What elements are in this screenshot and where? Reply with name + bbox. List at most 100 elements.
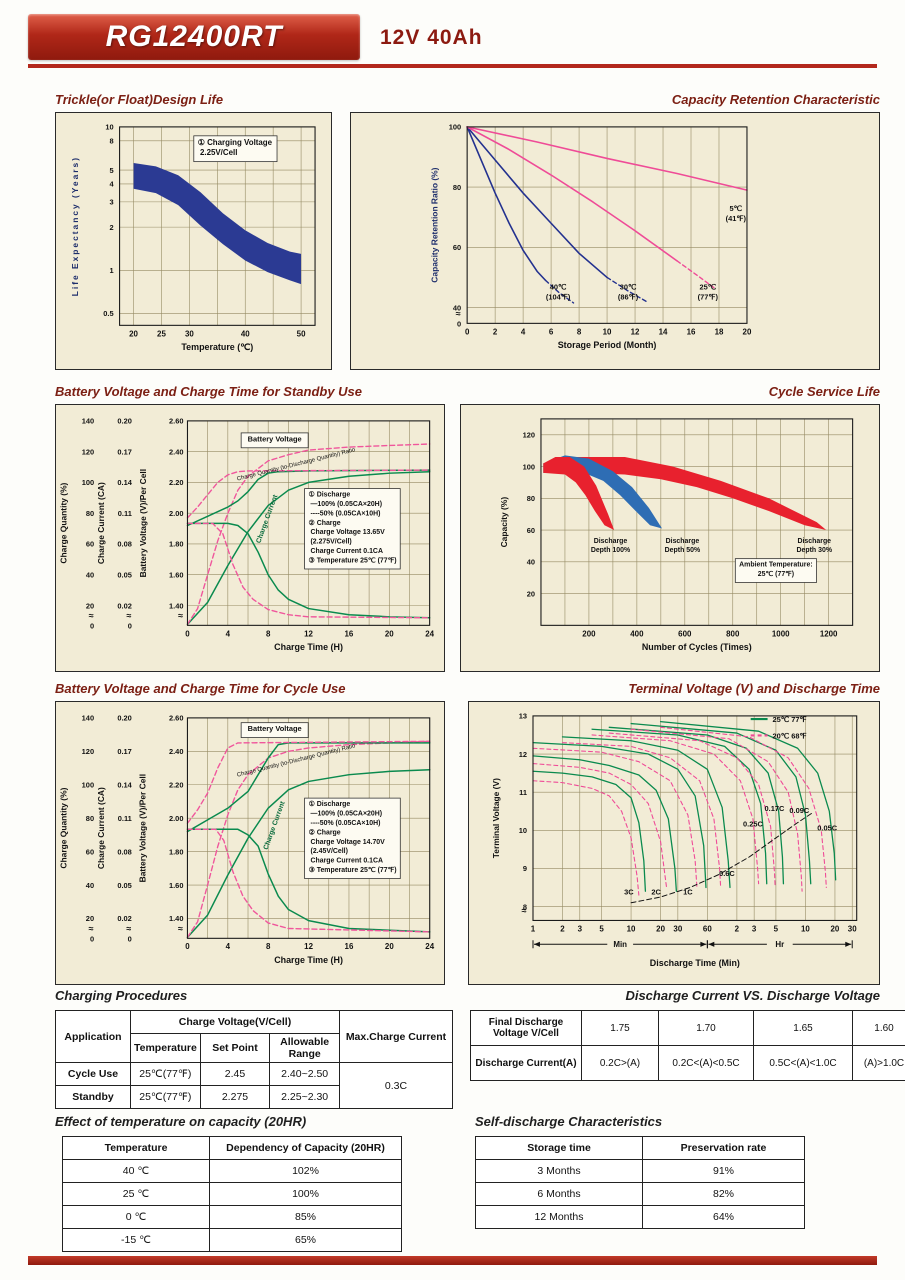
svg-text:13: 13	[519, 712, 527, 721]
svg-text:20: 20	[831, 924, 840, 933]
chart-title-capacity-retention: Capacity Retention Characteristic	[671, 92, 880, 107]
svg-text:24: 24	[425, 629, 434, 638]
svg-text:40: 40	[453, 303, 461, 312]
svg-text:25: 25	[157, 329, 166, 338]
svg-text:Min: Min	[613, 940, 627, 949]
svg-text:Charge Time (H): Charge Time (H)	[274, 642, 343, 652]
chart-title-design-life: Trickle(or Float)Design Life	[55, 92, 224, 107]
table-row: 40 ℃ 102%	[62, 1159, 402, 1183]
svg-text:25℃(77℉): 25℃ (77℉)	[698, 282, 719, 301]
svg-text:8: 8	[109, 137, 113, 146]
svg-text:80: 80	[527, 494, 535, 503]
svg-text:1.40: 1.40	[169, 914, 183, 923]
svg-text:3: 3	[578, 924, 583, 933]
svg-text:40: 40	[86, 571, 94, 580]
svg-text:100: 100	[82, 478, 94, 487]
cycle-charge-plot: 0 4 8 12 16 20 24 Charge Time (H) 2.60 2.40 2.20 2.…	[58, 714, 434, 965]
svg-text:1.60: 1.60	[169, 881, 183, 890]
svg-text:120: 120	[82, 447, 94, 456]
cell-capacity: 100%	[209, 1182, 402, 1206]
cell-temperature: 25℃(77℉)	[130, 1085, 201, 1109]
svg-text:40℃(104℉): 40℃ (104℉)	[546, 282, 571, 301]
table-row: 0 ℃ 85%	[62, 1205, 402, 1229]
svg-text:Temperature (℃): Temperature (℃)	[181, 342, 253, 352]
svg-text:0.11: 0.11	[118, 509, 132, 518]
svg-text:0: 0	[90, 934, 94, 943]
svg-text:1.80: 1.80	[169, 540, 183, 549]
svg-text:100: 100	[82, 781, 94, 790]
svg-text:40: 40	[241, 329, 250, 338]
temperature-capacity-title: Effect of temperature on capacity (20HR)	[55, 1114, 307, 1129]
svg-text:0.17: 0.17	[117, 747, 131, 756]
chart-title-terminal-voltage: Terminal Voltage (V) and Discharge Time	[628, 681, 880, 696]
self-discharge-table: Storage time Preservation rate 3 Months …	[475, 1136, 805, 1229]
svg-text:0.05: 0.05	[117, 881, 131, 890]
svg-text:12: 12	[304, 942, 313, 951]
svg-text:2.60: 2.60	[169, 417, 183, 426]
charging-procedures-title: Charging Procedures	[55, 988, 188, 1003]
cell-storage-time: 12 Months	[475, 1205, 643, 1229]
svg-text:0.6C: 0.6C	[719, 869, 735, 878]
svg-text:10: 10	[105, 123, 113, 132]
svg-text:0.5: 0.5	[103, 309, 113, 318]
svg-text:Capacity (%): Capacity (%)	[499, 497, 509, 548]
table-row: Cycle Use 25℃(77℉) 2.45 2.40~2.50 0.3C	[55, 1062, 453, 1109]
table-row: 6 Months 82%	[475, 1182, 805, 1206]
svg-text:0: 0	[128, 621, 132, 630]
svg-text:≈: ≈	[126, 610, 131, 620]
svg-text:4: 4	[521, 327, 526, 336]
svg-text:600: 600	[678, 629, 692, 638]
table-row: Storage time Preservation rate	[475, 1136, 805, 1160]
svg-text:① Charging Voltage 2.25V/Ce: ① Charging Voltage 2.25V/Cell	[198, 138, 273, 157]
cycle-charge-chart: 0 4 8 12 16 20 24 Charge Time (H) 2.60 2.40 2.20 2.…	[55, 701, 445, 985]
cell-preservation-rate: 64%	[642, 1205, 805, 1229]
svg-text:4: 4	[226, 629, 231, 638]
standby-charge-plot: 0 4 8 12 16 20 24 Charge Time (H) 2.60 2.40 2.20 2.…	[58, 417, 434, 652]
cell-voltage: 1.75	[581, 1010, 659, 1046]
svg-text:2.40: 2.40	[169, 447, 183, 456]
svg-text:16: 16	[345, 942, 354, 951]
svg-text:0.25C: 0.25C	[743, 819, 763, 828]
svg-text:20: 20	[743, 327, 752, 336]
svg-text:30: 30	[185, 329, 194, 338]
svg-text:1.40: 1.40	[169, 601, 183, 610]
svg-text:① Discharge —100% (0.05CA×20: ① Discharge —100% (0.05CA×20H) ----50% (…	[309, 800, 397, 874]
svg-text:60: 60	[86, 540, 94, 549]
svg-text:1.80: 1.80	[169, 847, 183, 856]
standby-charge-chart: 0 4 8 12 16 20 24 Charge Time (H) 2.60 2.40 2.20 2.…	[55, 404, 445, 672]
svg-text:20: 20	[656, 924, 665, 933]
svg-text:0.05: 0.05	[117, 571, 131, 580]
cell-temperature: 40 ℃	[62, 1159, 210, 1183]
col-header-set-point: Set Point	[199, 1033, 271, 1063]
cell-current-range: 0.2C>(A)	[581, 1045, 659, 1081]
col-header-storage-time: Storage time	[475, 1136, 643, 1160]
svg-text:≈: ≈	[89, 923, 94, 933]
row-label-discharge-current: Discharge Current(A)	[470, 1045, 582, 1081]
table-row: Standby 25℃(77℉) 2.275 2.25~2.30	[55, 1085, 453, 1109]
svg-text:Charge Quantity (to-Discharge: Charge Quantity (to-Discharge Quantity) …	[236, 743, 356, 778]
svg-text:1200: 1200	[820, 629, 838, 638]
svg-text:1.60: 1.60	[169, 571, 183, 580]
col-header-preservation-rate: Preservation rate	[642, 1136, 805, 1160]
row-label-final-discharge-voltage: Final Discharge Voltage V/Cell	[470, 1010, 582, 1046]
cycle-service-life-plot: 200 400 600 800 1000 1200 Number of Cycles (Ti…	[499, 418, 854, 652]
svg-text:8: 8	[577, 327, 582, 336]
table-row: Temperature Dependency of Capacity (20HR…	[62, 1136, 402, 1160]
svg-text:8: 8	[266, 629, 271, 638]
svg-text:24: 24	[425, 942, 434, 951]
svg-text:Capacity Retention Ratio (%): Capacity Retention Ratio (%)	[429, 167, 439, 282]
svg-text:Storage Period (Month): Storage Period (Month)	[558, 340, 657, 350]
svg-text:0: 0	[465, 327, 470, 336]
svg-text:0.08: 0.08	[117, 847, 131, 856]
table-row: -15 ℃ 65%	[62, 1228, 402, 1252]
svg-text:10: 10	[519, 826, 527, 835]
svg-text:6: 6	[549, 327, 554, 336]
cell-allowable-range: 2.25~2.30	[269, 1085, 340, 1109]
design-life-plot: 20 25 30 40 50 Temperature (℃) 10 8 5 4 3 2 1 0.5 Life…	[70, 123, 316, 352]
table-row: Final Discharge Voltage V/Cell 1.75 1.70…	[470, 1010, 905, 1046]
spec-rating: 12V 40Ah	[380, 26, 483, 49]
svg-text:0.08: 0.08	[117, 540, 131, 549]
svg-text:50: 50	[297, 329, 306, 338]
